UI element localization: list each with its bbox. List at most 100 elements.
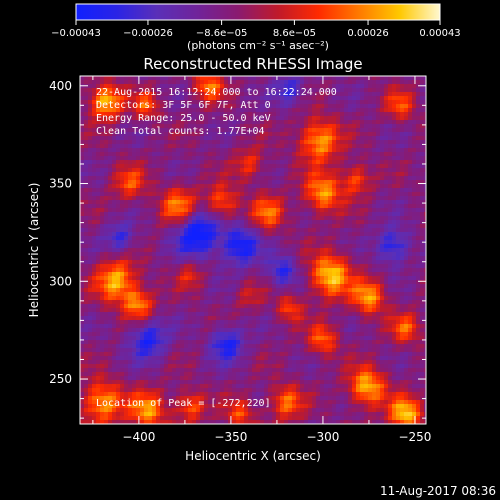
heatmap-cell [204,300,209,305]
heatmap-cell [236,260,241,265]
heatmap-cell [184,344,189,349]
heatmap-cell [300,328,305,333]
heatmap-cell [220,204,225,209]
heatmap-cell [212,412,217,417]
heatmap-cell [272,264,277,269]
heatmap-cell [256,368,261,373]
heatmap-cell [116,120,121,125]
heatmap-cell [164,356,169,361]
heatmap-cell [304,132,309,137]
heatmap-cell [284,168,289,173]
heatmap-cell [192,212,197,217]
heatmap-cell [180,88,185,93]
heatmap-cell [196,160,201,165]
heatmap-cell [212,304,217,309]
heatmap-cell [84,328,89,333]
heatmap-cell [304,296,309,301]
heatmap-cell [164,408,169,413]
heatmap-cell [176,200,181,205]
heatmap-cell [252,304,257,309]
heatmap-cell [212,84,217,89]
heatmap-cell [96,76,101,81]
heatmap-cell [260,308,265,313]
heatmap-cell [264,232,269,237]
heatmap-cell [160,328,165,333]
heatmap-cell [96,392,101,397]
heatmap-cell [300,420,305,424]
heatmap-cell [196,124,201,129]
heatmap-cell [232,412,237,417]
heatmap-cell [108,328,113,333]
heatmap-cell [148,88,153,93]
heatmap-cell [128,284,133,289]
heatmap-cell [264,372,269,377]
heatmap-cell [152,388,157,393]
heatmap-cell [252,116,257,121]
heatmap-cell [292,216,297,221]
heatmap-cell [276,192,281,197]
heatmap-cell [156,360,161,365]
heatmap-cell [176,336,181,341]
heatmap-cell [88,360,93,365]
heatmap-cell [152,76,157,81]
heatmap-cell [220,144,225,149]
heatmap-cell [88,376,93,381]
heatmap-cell [120,388,125,393]
heatmap-cell [164,92,169,97]
heatmap-cell [104,180,109,185]
heatmap-cell [272,164,277,169]
heatmap-cell [276,136,281,141]
heatmap-cell [172,248,177,253]
heatmap-cell [240,120,245,125]
heatmap-cell [220,116,225,121]
heatmap-cell [160,248,165,253]
heatmap-cell [272,232,277,237]
heatmap-cell [156,332,161,337]
heatmap-cell [168,120,173,125]
heatmap-cell [96,260,101,265]
heatmap-cell [88,164,93,169]
heatmap-cell [296,400,301,405]
heatmap-cell [284,312,289,317]
heatmap-cell [92,172,97,177]
heatmap-cell [244,416,249,421]
heatmap-cell [152,272,157,277]
heatmap-cell [300,108,305,113]
heatmap-cell [88,180,93,185]
heatmap-cell [80,188,85,193]
heatmap-cell [200,160,205,165]
heatmap-cell [240,364,245,369]
heatmap-cell [124,96,129,101]
heatmap-cell [172,212,177,217]
heatmap-cell [132,80,137,85]
heatmap-cell [188,400,193,405]
heatmap-cell [160,256,165,261]
heatmap-cell [96,380,101,385]
heatmap-cell [248,180,253,185]
heatmap-cell [208,288,213,293]
heatmap-cell [296,160,301,165]
heatmap-cell [224,280,229,285]
heatmap-cell [84,140,89,145]
heatmap-cell [116,124,121,129]
heatmap-cell [200,128,205,133]
heatmap-cell [288,340,293,345]
heatmap-cell [240,236,245,241]
heatmap-cell [124,88,129,93]
heatmap-cell [124,360,129,365]
heatmap-cell [268,324,273,329]
heatmap-cell [124,316,129,321]
heatmap-cell [220,136,225,141]
heatmap-cell [204,384,209,389]
heatmap-cell [124,352,129,357]
heatmap-cell [188,260,193,265]
heatmap-cell [208,388,213,393]
heatmap-cell [152,320,157,325]
heatmap-cell [200,84,205,89]
heatmap-cell [128,276,133,281]
heatmap-cell [184,236,189,241]
heatmap-cell [196,196,201,201]
heatmap-cell [288,376,293,381]
heatmap-cell [180,272,185,277]
heatmap-cell [256,192,261,197]
